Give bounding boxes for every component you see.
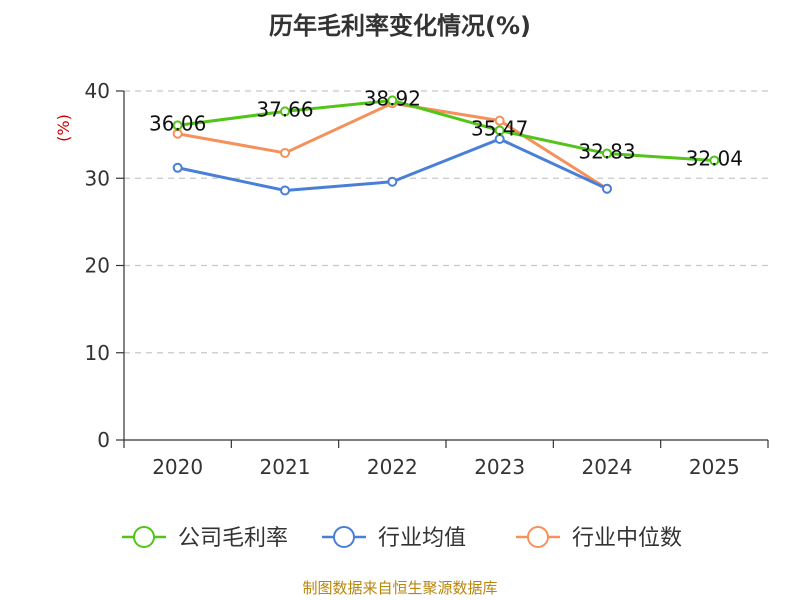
y-axis-unit-label: (%)	[54, 114, 73, 142]
data-point	[387, 95, 398, 106]
data-label: 37.66	[256, 97, 313, 121]
x-tick-label: 2025	[689, 455, 740, 479]
data-label: 35.47	[471, 117, 528, 141]
data-point	[172, 120, 183, 131]
data-point	[280, 147, 290, 158]
legend-marker	[133, 526, 155, 548]
y-tick-label: 20	[85, 254, 110, 278]
data-label: 32.04	[686, 146, 743, 170]
data-labels: 36.06 37.66 38.92 35.47 32.83 32.04	[149, 86, 743, 170]
data-point	[709, 155, 720, 166]
data-point	[280, 185, 290, 196]
y-tick-label: 10	[85, 341, 110, 365]
series-0	[172, 95, 720, 166]
series-1	[172, 133, 612, 196]
axes: 0 10 20 30 40 2020 2021 2022 2023 2024 2025	[85, 79, 769, 479]
data-label: 36.06	[149, 111, 206, 135]
legend-item: 行业中位数	[516, 526, 682, 551]
series-lines	[172, 95, 720, 196]
y-tick-label: 40	[85, 79, 110, 103]
legend-item: 行业均值	[322, 526, 466, 551]
x-tick-label: 2022	[367, 455, 418, 479]
data-label: 38.92	[364, 86, 421, 110]
data-point	[494, 125, 505, 136]
data-point	[602, 183, 612, 194]
x-tick-label: 2020	[152, 455, 203, 479]
legend-marker	[333, 526, 355, 548]
data-point	[172, 162, 183, 173]
y-tick-label: 30	[85, 166, 110, 190]
data-point	[494, 115, 505, 126]
x-tick-label: 2024	[582, 455, 633, 479]
legend-label: 公司毛利率	[178, 526, 288, 551]
data-point	[280, 106, 290, 117]
data-point	[387, 176, 398, 187]
series-line	[177, 98, 715, 162]
x-tick-label: 2021	[260, 455, 311, 479]
legend-label: 行业均值	[378, 526, 466, 551]
gridlines	[124, 90, 768, 354]
x-tick-label: 2023	[474, 455, 525, 479]
data-label: 32.83	[578, 140, 635, 164]
chart-title: 历年毛利率变化情况(%)	[269, 12, 531, 40]
legend-item: 公司毛利率	[122, 526, 288, 551]
legend: 公司毛利率 行业均值 行业中位数	[122, 526, 682, 551]
y-tick-label: 0	[97, 428, 110, 452]
source-footer: 制图数据来自恒生聚源数据库	[302, 579, 497, 597]
legend-label: 行业中位数	[572, 526, 682, 551]
legend-marker	[527, 526, 549, 548]
data-point	[602, 148, 612, 159]
